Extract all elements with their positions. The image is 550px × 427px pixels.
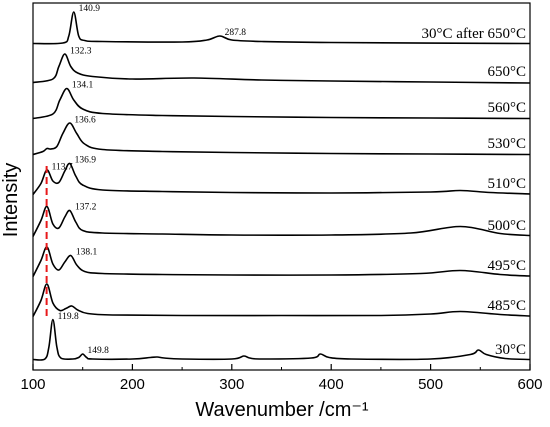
peak-label-138-1: 138.1	[76, 248, 98, 258]
x-tick-label-400: 400	[319, 376, 344, 393]
series-label-500-c: 500°C	[487, 218, 526, 234]
series-label-30-c: 30°C	[495, 342, 526, 358]
peak-label-137-2: 137.2	[75, 203, 97, 213]
series-label-650-c: 650°C	[487, 64, 526, 80]
x-tick-label-500: 500	[418, 376, 443, 393]
spectrum-530-c	[32, 122, 531, 156]
peak-label-119-8: 119.8	[58, 312, 79, 322]
peak-label-132-3: 132.3	[70, 46, 92, 56]
series-label-485-c: 485°C	[487, 298, 526, 314]
spectrum-485-c	[32, 283, 531, 317]
y-axis-title: Intensity	[0, 163, 22, 237]
x-axis-tick-labels: 100 200 300 400 500 600	[20, 376, 542, 393]
peak-label-287-8: 287.8	[225, 28, 247, 38]
series-label-560-c: 560°C	[487, 100, 526, 116]
series-label-530-c: 530°C	[487, 136, 526, 152]
x-tick-label-200: 200	[120, 376, 145, 393]
x-tick-label-600: 600	[517, 376, 542, 393]
series-label-30-c-after-650-c: 30°C after 650°C	[422, 26, 526, 42]
spectrum-30-c-after-650-c	[32, 11, 531, 45]
peak-label-140-9: 140.9	[79, 4, 101, 14]
peak-label-149-8: 149.8	[88, 346, 110, 356]
series-label-510-c: 510°C	[487, 176, 526, 192]
x-axis-ticks	[32, 364, 531, 370]
spectrum-30-c	[32, 318, 531, 361]
spectrum-510-c	[32, 162, 531, 195]
peak-label-113-7: 113.7	[52, 162, 73, 172]
peak-label-134-1: 134.1	[72, 81, 94, 91]
spectrum-650-c	[32, 53, 531, 84]
x-axis-title: Wavenumber /cm⁻¹	[195, 399, 369, 421]
peak-label-136-9: 136.9	[75, 156, 97, 166]
peak-label-136-6: 136.6	[74, 115, 96, 125]
series-label-495-c: 495°C	[487, 258, 526, 274]
spectra-curves	[32, 11, 531, 361]
x-tick-label-300: 300	[219, 376, 244, 393]
x-tick-label-100: 100	[20, 376, 45, 393]
spectrum-560-c	[32, 87, 531, 120]
spectrum-500-c	[32, 205, 531, 237]
series-labels: 30°C after 650°C 650°C 560°C 530°C 510°C 500°…	[422, 26, 526, 358]
spectrum-495-c	[32, 246, 531, 277]
